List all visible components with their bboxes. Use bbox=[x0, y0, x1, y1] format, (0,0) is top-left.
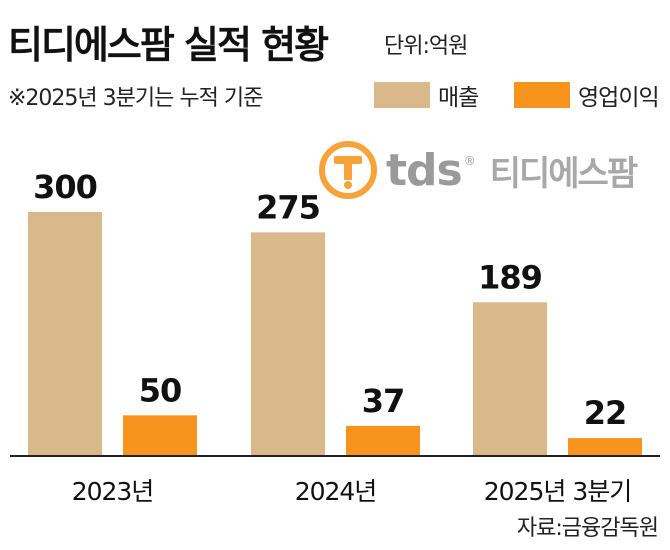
logo-text: tds bbox=[386, 144, 463, 196]
x-tick-label-1: 2024년 bbox=[295, 477, 377, 506]
bar-revenue-1 bbox=[251, 232, 325, 456]
unit-label: 단위:억원 bbox=[384, 34, 468, 59]
legend-item-revenue: 매출 bbox=[374, 78, 479, 112]
bar-operating-profit-1 bbox=[346, 425, 420, 456]
value-label-operating-profit-0: 50 bbox=[139, 371, 182, 409]
logo-company-name: 티디에스팜 bbox=[489, 153, 638, 194]
source-label: 자료:금융감독원 bbox=[516, 516, 659, 541]
chart-title: 티디에스팜 실적 현황 bbox=[8, 23, 329, 67]
value-label-revenue-0: 300 bbox=[33, 168, 97, 206]
bar-revenue-2 bbox=[473, 302, 547, 456]
value-label-revenue-2: 189 bbox=[478, 258, 542, 296]
legend-label-operating-profit: 영업이익 bbox=[578, 85, 660, 111]
company-logo: tds ® 티디에스팜 bbox=[318, 140, 638, 200]
x-tick-label-2: 2025년 3분기 bbox=[484, 477, 631, 506]
legend-swatch-revenue bbox=[374, 82, 430, 108]
value-label-operating-profit-2: 22 bbox=[584, 394, 627, 432]
legend-item-operating-profit: 영업이익 bbox=[514, 78, 660, 112]
legend-swatch-operating-profit bbox=[514, 82, 570, 108]
value-label-revenue-1: 275 bbox=[256, 188, 320, 226]
bar-operating-profit-2 bbox=[568, 438, 642, 456]
x-tick-label-0: 2023년 bbox=[72, 477, 154, 506]
value-label-operating-profit-1: 37 bbox=[362, 382, 405, 420]
logo-registered-mark: ® bbox=[463, 154, 476, 168]
tds-logo-icon bbox=[319, 141, 377, 199]
legend-label-revenue: 매출 bbox=[438, 85, 479, 111]
bar-operating-profit-0 bbox=[123, 415, 197, 456]
chart-note: ※2025년 3분기는 누적 기준 bbox=[8, 86, 263, 111]
bar-revenue-0 bbox=[28, 212, 102, 456]
